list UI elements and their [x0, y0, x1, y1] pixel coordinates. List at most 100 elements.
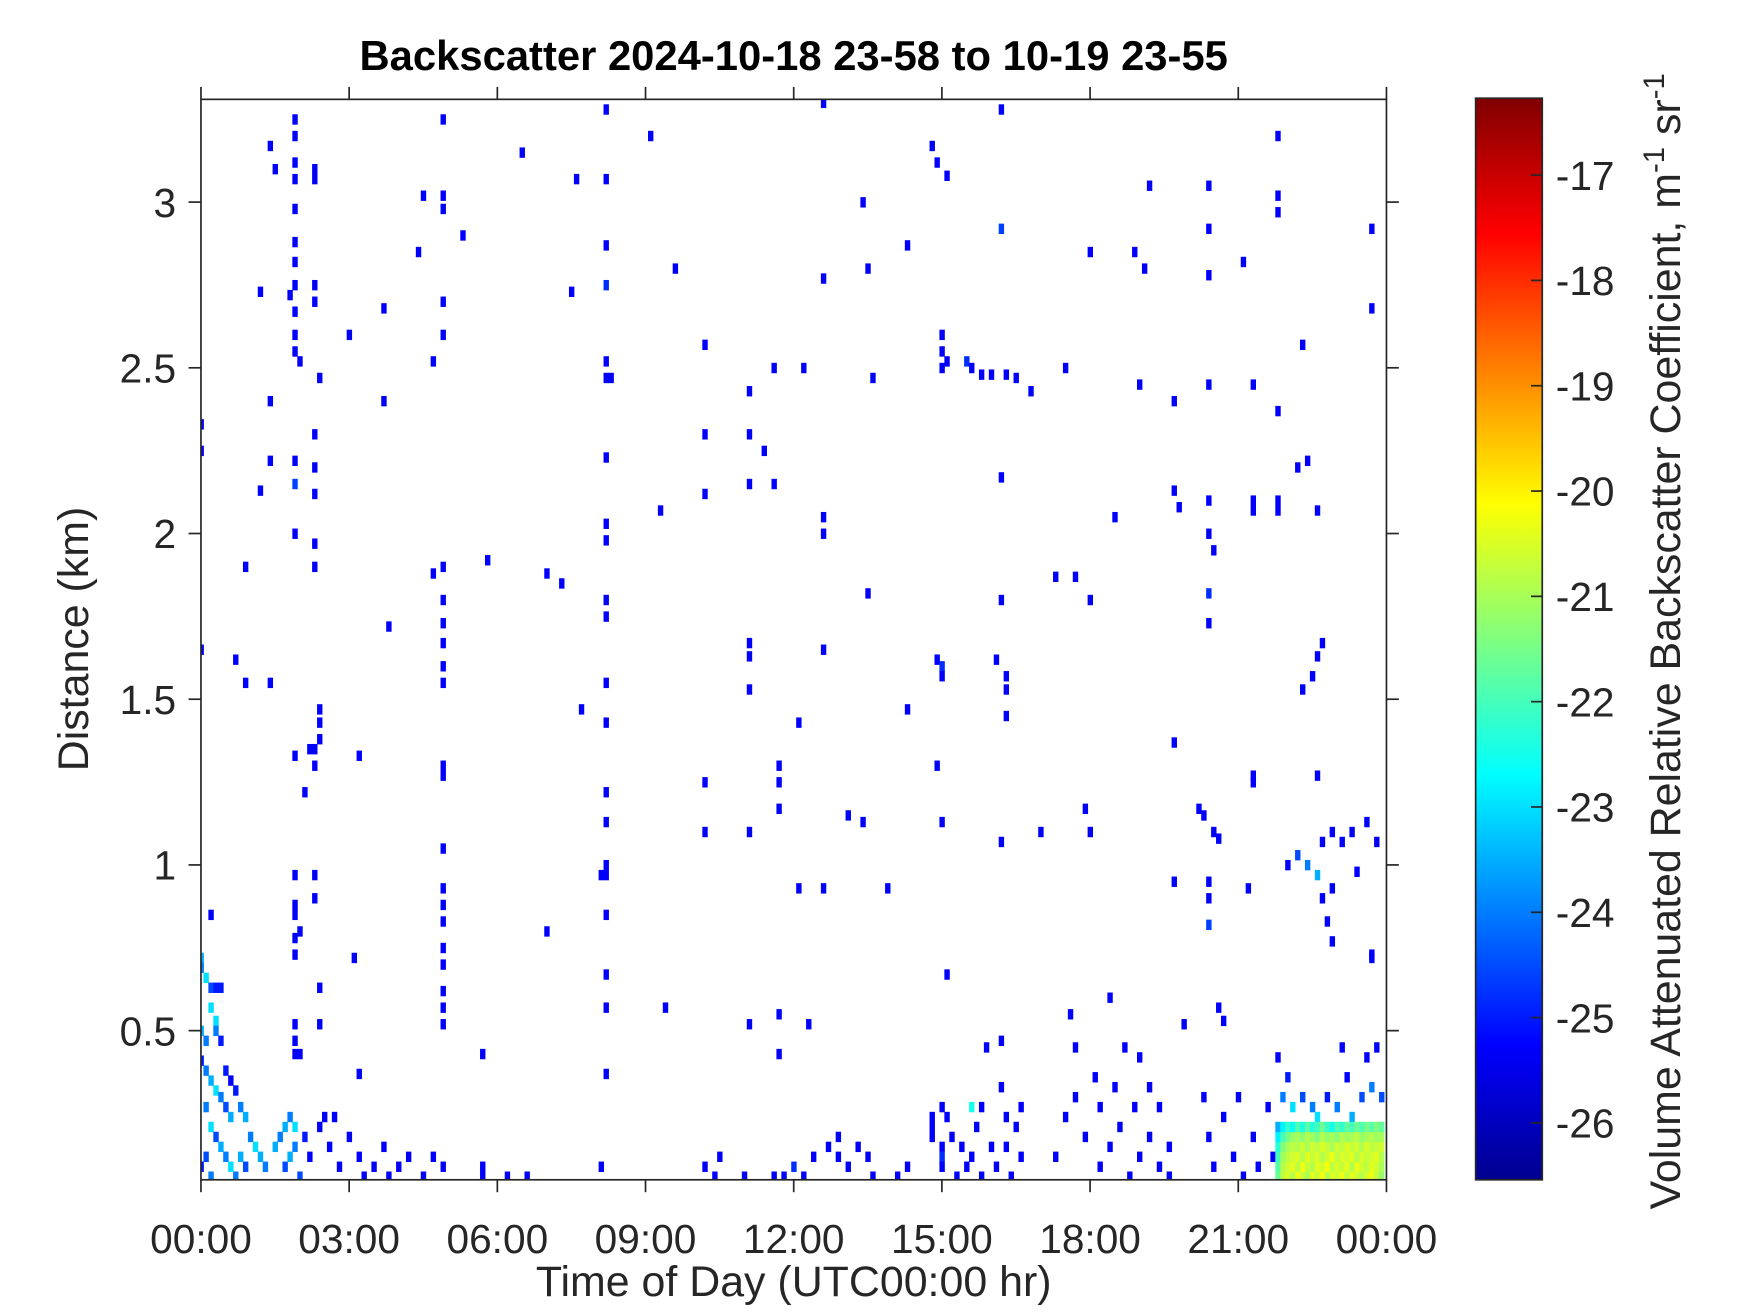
- heatmap-cell: [746, 684, 753, 695]
- heatmap-cell: [1329, 826, 1336, 838]
- heatmap-cell: [257, 485, 264, 496]
- heatmap-cell: [544, 926, 550, 937]
- heatmap-cell: [969, 362, 975, 374]
- heatmap-cell: [1304, 1121, 1311, 1133]
- heatmap-cell: [405, 1151, 412, 1163]
- heatmap-cell: [312, 296, 318, 307]
- heatmap-cell: [578, 704, 585, 715]
- heatmap-cell: [203, 1151, 209, 1163]
- heatmap-cell: [460, 230, 466, 241]
- heatmap-cell: [336, 1161, 343, 1172]
- heatmap-cell: [1309, 1171, 1316, 1180]
- heatmap-cell: [420, 1171, 427, 1180]
- heatmap-cell: [1324, 1131, 1331, 1143]
- heatmap-cell: [440, 916, 446, 927]
- heatmap-cell: [1339, 1161, 1345, 1172]
- heatmap-cell: [998, 104, 1005, 115]
- heatmap-cell: [1295, 462, 1301, 473]
- heatmap-cell: [1250, 379, 1257, 390]
- heatmap-cell: [1211, 826, 1217, 838]
- heatmap-cell: [267, 677, 274, 689]
- heatmap-cell: [1349, 1151, 1355, 1163]
- heatmap-cell: [1314, 1131, 1321, 1143]
- heatmap-cell: [1339, 1131, 1345, 1143]
- heatmap-cell: [1280, 1141, 1286, 1153]
- heatmap-cell: [440, 203, 446, 215]
- heatmap-cell: [1206, 270, 1212, 281]
- heatmap-cell: [672, 263, 679, 274]
- heatmap-cell: [312, 462, 318, 473]
- heatmap-cell: [317, 704, 323, 715]
- heatmap-cell: [603, 1068, 609, 1080]
- heatmap-cell: [746, 637, 753, 649]
- heatmap-cell: [1265, 1101, 1271, 1113]
- heatmap-cell: [1290, 1131, 1296, 1143]
- heatmap-cell: [200, 644, 204, 655]
- heatmap-cell: [944, 356, 950, 367]
- heatmap-cell: [1137, 1151, 1143, 1163]
- heatmap-cell: [440, 843, 446, 854]
- heatmap-cell: [1255, 1161, 1261, 1172]
- heatmap-cell: [213, 1131, 219, 1143]
- heatmap-cell: [939, 816, 945, 828]
- heatmap-cell: [1146, 1082, 1153, 1093]
- heatmap-cell: [998, 1035, 1005, 1047]
- heatmap-cell: [252, 1141, 259, 1153]
- heatmap-cell: [1003, 1141, 1010, 1153]
- heatmap-cell: [1230, 1151, 1237, 1163]
- heatmap-cell: [292, 329, 298, 341]
- heatmap-cell: [1290, 1101, 1296, 1113]
- heatmap-cell: [1344, 1072, 1350, 1083]
- heatmap-cell: [200, 1055, 204, 1066]
- heatmap-cell: [440, 1002, 446, 1013]
- heatmap-cell: [771, 1171, 777, 1180]
- heatmap-cell: [603, 717, 609, 728]
- heatmap-cell: [440, 329, 446, 341]
- heatmap-cell: [1028, 386, 1034, 397]
- heatmap-cell: [998, 1082, 1005, 1093]
- heatmap-cell: [297, 1048, 303, 1060]
- heatmap-cell: [1280, 1161, 1286, 1172]
- heatmap-cell: [746, 1019, 753, 1030]
- heatmap-cell: [934, 157, 940, 168]
- heatmap-cell: [825, 1141, 832, 1153]
- heatmap-cell: [1334, 1151, 1340, 1163]
- heatmap-cell: [242, 1111, 249, 1123]
- heatmap-cell: [208, 1121, 214, 1133]
- heatmap-cell: [1304, 859, 1311, 871]
- heatmap-cell: [1339, 1121, 1345, 1133]
- heatmap-cell: [287, 1111, 293, 1123]
- heatmap-cell: [1127, 1171, 1133, 1180]
- heatmap-cell: [213, 982, 219, 993]
- heatmap-cell: [386, 1171, 392, 1180]
- heatmap-cell: [954, 1171, 960, 1180]
- colorbar-tick-label: -20: [1556, 469, 1615, 515]
- heatmap-cell: [1206, 495, 1212, 506]
- heatmap-cell: [998, 472, 1005, 483]
- heatmap-cell: [929, 1111, 935, 1123]
- heatmap-cell: [702, 339, 708, 351]
- heatmap-cell: [1364, 1151, 1370, 1163]
- heatmap-cell: [1206, 180, 1212, 191]
- heatmap-cell: [272, 163, 278, 175]
- chart-title: Backscatter 2024-10-18 23-58 to 10-19 23…: [360, 32, 1228, 79]
- x-axis-label: Time of Day (UTC00:00 hr): [536, 1258, 1052, 1306]
- heatmap-cell: [267, 455, 274, 467]
- heatmap-cell: [331, 1111, 338, 1123]
- x-tick-label: 18:00: [1039, 1216, 1141, 1262]
- heatmap-cell: [598, 869, 604, 881]
- heatmap-cell: [885, 883, 891, 894]
- heatmap-cell: [939, 1101, 945, 1113]
- heatmap-cell: [1171, 395, 1177, 407]
- heatmap-cell: [1171, 876, 1177, 887]
- heatmap-cell: [228, 1111, 234, 1123]
- heatmap-cell: [317, 1019, 323, 1030]
- heatmap-cell: [1053, 571, 1059, 583]
- heatmap-cell: [702, 429, 708, 440]
- heatmap-cell: [317, 734, 323, 745]
- heatmap-cell: [312, 173, 318, 185]
- heatmap-cell: [855, 1141, 861, 1153]
- heatmap: [200, 99, 1385, 1180]
- colorbar-tick-label: -25: [1556, 995, 1615, 1041]
- heatmap-cell: [1206, 588, 1212, 599]
